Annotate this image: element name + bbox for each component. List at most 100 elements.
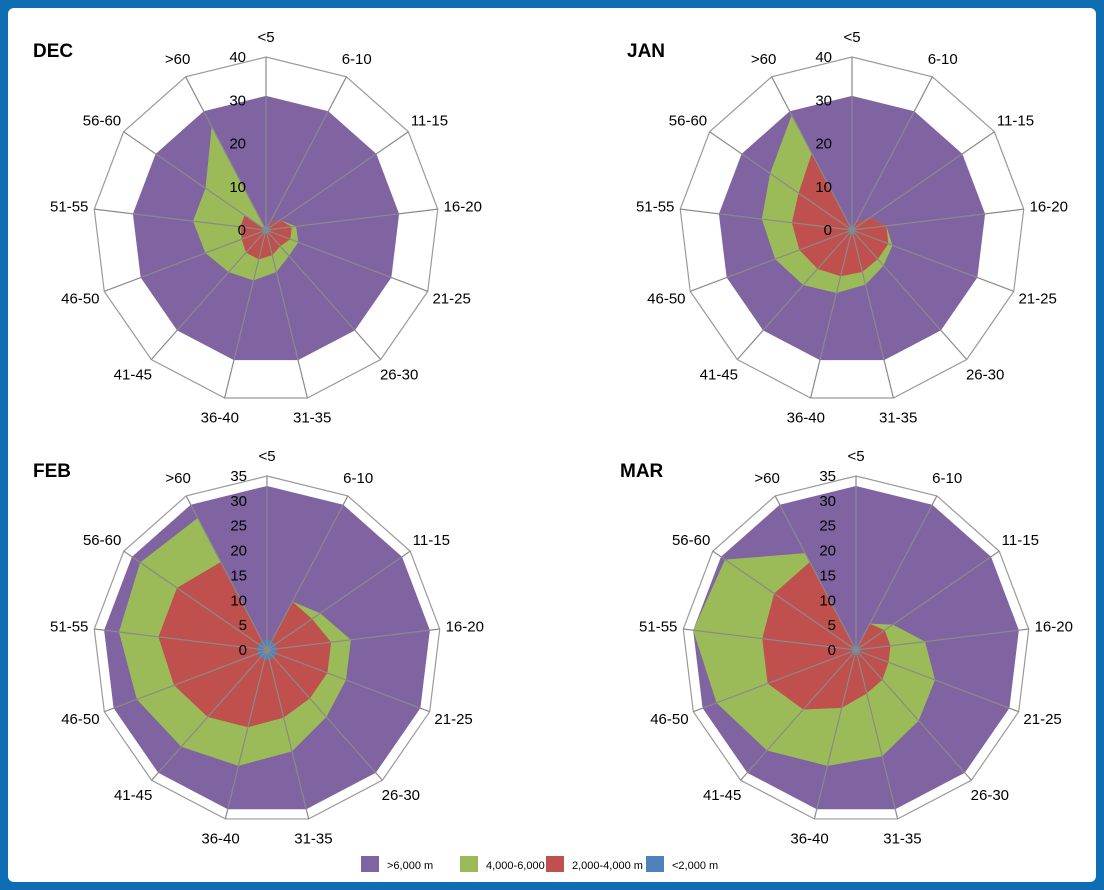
category-label: >60 (751, 51, 776, 68)
category-label: 46-50 (647, 290, 685, 307)
spoke (104, 649, 268, 713)
category-label: 56-60 (83, 532, 121, 549)
category-label: >60 (165, 470, 190, 487)
spoke (265, 76, 347, 231)
tick-label: 15 (230, 567, 247, 584)
spoke (851, 229, 894, 399)
category-label: <5 (847, 448, 864, 465)
spoke (265, 208, 438, 231)
category-label: 11-15 (411, 112, 448, 129)
category-label: 11-15 (1002, 532, 1039, 549)
radar-panels: <5 6-10 11-15 16-20 21-25 26-30 31-35 36-40 41-4… (33, 29, 1073, 847)
category-label: 16-20 (1035, 619, 1073, 636)
legend-label: 4,000-6,000 m (486, 860, 557, 872)
category-label: 41-45 (703, 787, 741, 804)
tick-label: 25 (230, 518, 247, 535)
spoke (151, 649, 268, 781)
tick-label: 20 (230, 543, 247, 560)
spoke (680, 208, 853, 231)
tick-label: 30 (819, 493, 836, 510)
legend-swatch (460, 856, 478, 872)
panel-title: JAN (627, 41, 665, 62)
legend-swatch (546, 856, 564, 872)
category-label: 16-20 (446, 619, 484, 636)
radar-panel-jan: <5 6-10 11-15 16-20 21-25 26-30 31-35 36-40 41-4… (627, 29, 1068, 426)
spoke (266, 495, 349, 651)
category-label: 46-50 (650, 711, 688, 728)
category-label: 21-25 (1018, 290, 1056, 307)
spoke (94, 208, 267, 231)
category-label: 31-35 (879, 409, 917, 426)
category-label: 46-50 (61, 290, 99, 307)
spoke (855, 628, 1029, 651)
tick-label: 20 (819, 543, 836, 560)
category-label: 26-30 (380, 366, 418, 383)
spoke (185, 495, 268, 651)
category-label: 16-20 (1030, 199, 1068, 216)
spoke (266, 649, 430, 713)
spoke (855, 649, 1019, 713)
panel-title: FEB (33, 461, 71, 482)
legend-swatch (361, 856, 379, 872)
spoke (851, 229, 968, 360)
spoke (855, 649, 972, 781)
chart-frame: <5 6-10 11-15 16-20 21-25 26-30 31-35 36-40 41-4… (8, 8, 1096, 882)
category-label: 56-60 (669, 112, 707, 129)
spoke (683, 628, 857, 651)
tick-label: 30 (815, 92, 832, 109)
tick-label: 30 (229, 92, 246, 109)
category-label: 51-55 (639, 619, 677, 636)
spoke (855, 495, 938, 651)
category-label: 36-40 (201, 409, 239, 426)
spoke (855, 550, 1000, 651)
tick-label: 35 (230, 468, 247, 485)
radar-panel-mar: <5 6-10 11-15 16-20 21-25 26-30 31-35 36-40 41-4… (620, 448, 1073, 847)
tick-label: 0 (828, 642, 836, 659)
spoke (851, 229, 1014, 292)
panel-title: DEC (33, 41, 73, 62)
series-area-2-000-4-000-m (791, 153, 889, 277)
category-label: 6-10 (343, 470, 373, 487)
tick-label: 15 (819, 567, 836, 584)
spoke (740, 649, 857, 781)
spoke (224, 229, 267, 399)
spoke (224, 649, 268, 820)
tick-label: 40 (815, 49, 832, 66)
spoke (150, 229, 267, 360)
legend-swatch (646, 856, 664, 872)
spoke (266, 649, 383, 781)
spoke (771, 76, 853, 231)
category-label: 51-55 (50, 199, 88, 216)
panel-title: MAR (620, 461, 664, 482)
series-area-2-000-4-000-m (240, 215, 292, 260)
tick-label: 25 (819, 518, 836, 535)
category-label: 41-45 (114, 366, 152, 383)
tick-label: 30 (230, 493, 247, 510)
category-label: 31-35 (294, 830, 332, 847)
spoke (813, 649, 857, 820)
radar-panel-feb: <5 6-10 11-15 16-20 21-25 26-30 31-35 36-40 41-4… (33, 448, 484, 847)
spoke (855, 649, 899, 820)
spoke (185, 76, 267, 231)
radar-panel-dec: <5 6-10 11-15 16-20 21-25 26-30 31-35 36-40 41-4… (33, 29, 482, 426)
tick-label: 0 (238, 222, 246, 239)
series-area-2-000-4-000-m (158, 561, 332, 728)
spoke (851, 208, 1024, 231)
tick-label: 10 (229, 179, 246, 196)
category-label: 11-15 (413, 532, 450, 549)
tick-label: 0 (824, 222, 832, 239)
category-label: 51-55 (50, 619, 88, 636)
category-label: 46-50 (61, 711, 99, 728)
spoke (712, 550, 857, 651)
tick-label: 5 (239, 617, 247, 634)
tick-label: 0 (239, 642, 247, 659)
category-label: 6-10 (928, 51, 958, 68)
spoke (690, 229, 853, 292)
category-label: 26-30 (382, 787, 420, 804)
category-label: 26-30 (966, 366, 1004, 383)
spoke (851, 76, 933, 231)
legend: >6,000 m 4,000-6,000 m 2,000-4,000 m <2,000… (361, 856, 718, 872)
spoke (266, 550, 411, 651)
category-label: >60 (754, 470, 779, 487)
category-label: 36-40 (201, 830, 239, 847)
